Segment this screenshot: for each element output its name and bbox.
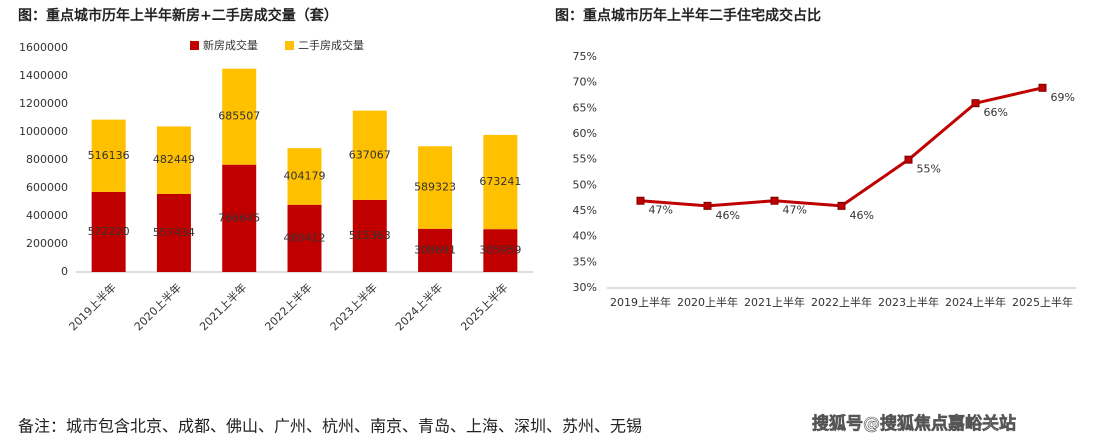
legend-label: 二手房成交量 (298, 38, 364, 52)
y-tick-label: 50% (573, 178, 597, 191)
x-tick-label: 2022上半年 (262, 280, 315, 333)
x-tick-label: 2025上半年 (458, 280, 511, 333)
bar-segment (483, 134, 518, 230)
y-tick-label: 35% (573, 255, 597, 268)
value-label: 47% (783, 204, 807, 217)
marker (837, 201, 846, 210)
bar-segment (91, 191, 126, 272)
marker (703, 201, 712, 210)
bar-segment (483, 229, 518, 272)
value-label: 766645 (218, 211, 260, 224)
value-label: 69% (1051, 91, 1075, 104)
legend-swatch (285, 41, 294, 50)
x-tick-label: 2022上半年 (811, 295, 872, 309)
x-tick-label: 2020上半年 (677, 295, 738, 309)
x-tick-label: 2021上半年 (744, 295, 805, 309)
legend-swatch (190, 41, 199, 50)
y-tick-label: 1600000 (19, 41, 68, 54)
line (640, 86, 1043, 208)
x-tick-label: 2023上半年 (878, 295, 939, 309)
value-label: 66% (984, 106, 1008, 119)
bar-segment (418, 146, 453, 229)
y-tick-label: 1400000 (19, 69, 68, 82)
bar-segment (287, 148, 322, 205)
chart-title: 图：重点城市历年上半年新房+二手房成交量（套） (18, 7, 338, 24)
y-tick-label: 45% (573, 204, 597, 217)
value-label: 482449 (153, 153, 195, 166)
watermark: 搜狐号@搜狐焦点嘉峪关站 (812, 413, 1016, 434)
y-tick-label: 60% (573, 127, 597, 140)
value-label: 55% (917, 163, 941, 176)
y-tick-label: 75% (573, 50, 597, 63)
y-tick-label: 800000 (26, 153, 68, 166)
y-tick-label: 70% (573, 76, 597, 89)
bar-segment (222, 164, 257, 272)
value-label: 305959 (479, 244, 521, 257)
bar-segment (352, 199, 387, 272)
bar-segment (156, 193, 191, 272)
bar-segment (222, 68, 257, 165)
value-label: 516136 (88, 149, 130, 162)
x-tick-label: 2024上半年 (392, 280, 445, 333)
value-label: 308691 (414, 243, 456, 256)
x-tick-label: 2021上半年 (196, 280, 249, 333)
bar-segment (287, 204, 322, 272)
x-tick-label: 2025上半年 (1012, 295, 1073, 309)
footnote: 备注：城市包含北京、成都、佛山、广州、杭州、南京、青岛、上海、深圳、苏州、无锡 (18, 417, 642, 436)
y-tick-label: 1200000 (19, 97, 68, 110)
marker (770, 196, 779, 205)
marker (904, 155, 913, 164)
marker (971, 99, 980, 108)
y-tick-label: 0 (61, 265, 68, 278)
value-label: 685507 (218, 110, 260, 123)
value-label: 480412 (284, 231, 326, 244)
value-label: 572220 (88, 225, 130, 238)
value-label: 47% (649, 204, 673, 217)
value-label: 404179 (284, 169, 326, 182)
bar-segment (156, 126, 191, 194)
y-tick-label: 1000000 (19, 125, 68, 138)
value-label: 46% (850, 209, 874, 222)
bar-segment (91, 119, 126, 192)
value-label: 637067 (349, 148, 391, 161)
y-tick-label: 200000 (26, 237, 68, 250)
bar-segment (352, 110, 387, 200)
marker (636, 196, 645, 205)
legend-label: 新房成交量 (203, 38, 258, 52)
y-tick-label: 30% (573, 281, 597, 294)
x-tick-label: 2019上半年 (66, 280, 119, 333)
y-tick-label: 400000 (26, 209, 68, 222)
marker (1038, 83, 1047, 92)
y-tick-label: 65% (573, 101, 597, 114)
y-tick-label: 40% (573, 230, 597, 243)
x-tick-label: 2019上半年 (610, 295, 671, 309)
x-tick-label: 2020上半年 (131, 280, 184, 333)
value-label: 557434 (153, 226, 195, 239)
y-tick-label: 600000 (26, 181, 68, 194)
value-label: 673241 (479, 175, 521, 188)
chart-title: 图：重点城市历年上半年二手住宅成交占比 (555, 7, 821, 24)
value-label: 46% (716, 209, 740, 222)
bar-segment (418, 228, 453, 272)
x-tick-label: 2023上半年 (327, 280, 380, 333)
y-tick-label: 55% (573, 153, 597, 166)
value-label: 589323 (414, 181, 456, 194)
value-label: 515363 (349, 229, 391, 242)
x-tick-label: 2024上半年 (945, 295, 1006, 309)
